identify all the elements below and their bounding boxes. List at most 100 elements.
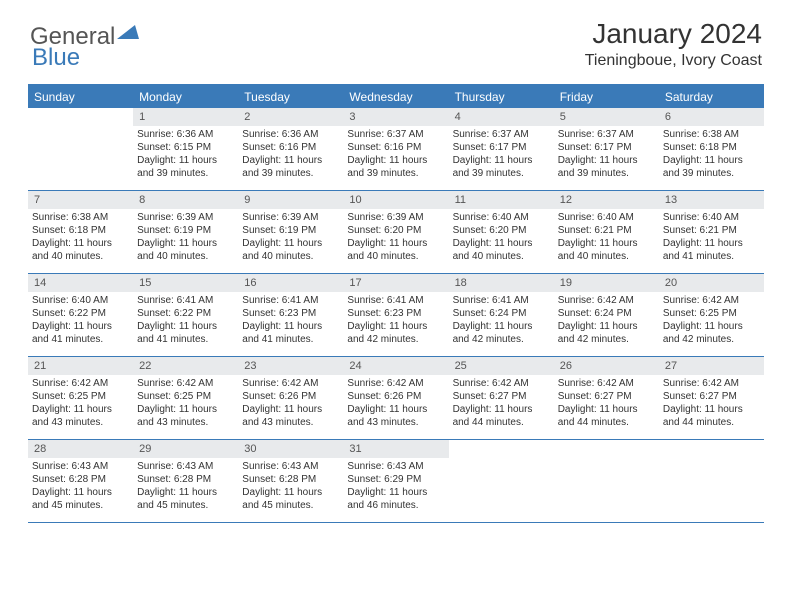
day-body: Sunrise: 6:43 AMSunset: 6:28 PMDaylight:… [133,458,238,516]
day-line: and 40 minutes. [242,250,339,263]
day-line: and 40 minutes. [32,250,129,263]
day-line: Sunset: 6:28 PM [32,473,129,486]
day-number: 24 [343,357,448,375]
day-line: Sunset: 6:26 PM [242,390,339,403]
day-body: Sunrise: 6:39 AMSunset: 6:19 PMDaylight:… [133,209,238,267]
day-cell: 31Sunrise: 6:43 AMSunset: 6:29 PMDayligh… [343,440,448,522]
day-line: and 45 minutes. [242,499,339,512]
day-line: Daylight: 11 hours [663,154,760,167]
day-line: Daylight: 11 hours [347,237,444,250]
day-cell: 5Sunrise: 6:37 AMSunset: 6:17 PMDaylight… [554,108,659,190]
day-line: and 42 minutes. [663,333,760,346]
day-number [554,440,659,458]
day-line: Sunrise: 6:42 AM [347,377,444,390]
day-line: Daylight: 11 hours [137,237,234,250]
day-line: Daylight: 11 hours [32,237,129,250]
day-line: Daylight: 11 hours [242,154,339,167]
day-cell: 11Sunrise: 6:40 AMSunset: 6:20 PMDayligh… [449,191,554,273]
day-line: Daylight: 11 hours [137,403,234,416]
month-title: January 2024 [585,18,762,50]
day-number: 11 [449,191,554,209]
day-number: 8 [133,191,238,209]
weekday-header: Thursday [449,86,554,108]
day-line: Daylight: 11 hours [242,486,339,499]
day-body: Sunrise: 6:42 AMSunset: 6:26 PMDaylight:… [343,375,448,433]
day-cell: 13Sunrise: 6:40 AMSunset: 6:21 PMDayligh… [659,191,764,273]
day-line: and 39 minutes. [347,167,444,180]
day-line: Sunset: 6:19 PM [137,224,234,237]
day-line: Sunrise: 6:36 AM [137,128,234,141]
day-body: Sunrise: 6:37 AMSunset: 6:17 PMDaylight:… [449,126,554,184]
day-line: and 43 minutes. [347,416,444,429]
day-cell: 16Sunrise: 6:41 AMSunset: 6:23 PMDayligh… [238,274,343,356]
day-number: 4 [449,108,554,126]
day-body: Sunrise: 6:40 AMSunset: 6:20 PMDaylight:… [449,209,554,267]
day-line: Daylight: 11 hours [347,486,444,499]
day-line: Sunrise: 6:42 AM [558,294,655,307]
day-cell [449,440,554,522]
day-number: 2 [238,108,343,126]
day-cell: 6Sunrise: 6:38 AMSunset: 6:18 PMDaylight… [659,108,764,190]
day-number: 25 [449,357,554,375]
day-line: and 42 minutes. [558,333,655,346]
day-number: 12 [554,191,659,209]
day-line: Sunrise: 6:39 AM [242,211,339,224]
day-line: Sunset: 6:15 PM [137,141,234,154]
day-line: Sunrise: 6:37 AM [558,128,655,141]
day-line: Sunset: 6:20 PM [453,224,550,237]
weekday-header: Friday [554,86,659,108]
day-number: 6 [659,108,764,126]
day-cell: 12Sunrise: 6:40 AMSunset: 6:21 PMDayligh… [554,191,659,273]
day-body: Sunrise: 6:42 AMSunset: 6:26 PMDaylight:… [238,375,343,433]
day-line: and 41 minutes. [32,333,129,346]
day-line: Daylight: 11 hours [453,320,550,333]
day-cell: 23Sunrise: 6:42 AMSunset: 6:26 PMDayligh… [238,357,343,439]
day-number [659,440,764,458]
day-line: Sunset: 6:22 PM [32,307,129,320]
day-line: Sunrise: 6:37 AM [347,128,444,141]
day-line: and 43 minutes. [32,416,129,429]
day-cell: 10Sunrise: 6:39 AMSunset: 6:20 PMDayligh… [343,191,448,273]
day-body: Sunrise: 6:37 AMSunset: 6:16 PMDaylight:… [343,126,448,184]
day-line: Sunrise: 6:42 AM [663,294,760,307]
day-cell: 25Sunrise: 6:42 AMSunset: 6:27 PMDayligh… [449,357,554,439]
day-cell: 17Sunrise: 6:41 AMSunset: 6:23 PMDayligh… [343,274,448,356]
day-line: and 39 minutes. [137,167,234,180]
day-line: Sunset: 6:18 PM [32,224,129,237]
day-number: 30 [238,440,343,458]
weekday-header: Saturday [659,86,764,108]
day-line: Daylight: 11 hours [663,320,760,333]
day-line: and 42 minutes. [347,333,444,346]
day-line: Daylight: 11 hours [558,237,655,250]
day-line: Daylight: 11 hours [137,154,234,167]
day-number: 18 [449,274,554,292]
day-number: 29 [133,440,238,458]
day-body: Sunrise: 6:38 AMSunset: 6:18 PMDaylight:… [28,209,133,267]
day-line: Sunrise: 6:40 AM [453,211,550,224]
day-line: Sunset: 6:22 PM [137,307,234,320]
day-body: Sunrise: 6:40 AMSunset: 6:21 PMDaylight:… [554,209,659,267]
day-line: Sunset: 6:24 PM [453,307,550,320]
day-body: Sunrise: 6:43 AMSunset: 6:28 PMDaylight:… [238,458,343,516]
day-line: Sunrise: 6:40 AM [663,211,760,224]
day-line: and 39 minutes. [242,167,339,180]
day-line: Daylight: 11 hours [453,154,550,167]
day-body: Sunrise: 6:36 AMSunset: 6:16 PMDaylight:… [238,126,343,184]
day-line: Daylight: 11 hours [347,320,444,333]
day-body: Sunrise: 6:43 AMSunset: 6:28 PMDaylight:… [28,458,133,516]
day-line: Daylight: 11 hours [663,237,760,250]
day-line: Daylight: 11 hours [347,403,444,416]
day-body: Sunrise: 6:39 AMSunset: 6:20 PMDaylight:… [343,209,448,267]
day-number: 17 [343,274,448,292]
day-cell [28,108,133,190]
day-line: Sunset: 6:28 PM [137,473,234,486]
day-line: Sunset: 6:24 PM [558,307,655,320]
title-block: January 2024 Tieningboue, Ivory Coast [585,18,762,70]
day-line: Daylight: 11 hours [32,486,129,499]
day-line: Sunrise: 6:39 AM [137,211,234,224]
day-line: Sunset: 6:21 PM [663,224,760,237]
day-line: Sunset: 6:17 PM [558,141,655,154]
day-cell: 1Sunrise: 6:36 AMSunset: 6:15 PMDaylight… [133,108,238,190]
day-line: and 40 minutes. [137,250,234,263]
day-line: and 40 minutes. [453,250,550,263]
